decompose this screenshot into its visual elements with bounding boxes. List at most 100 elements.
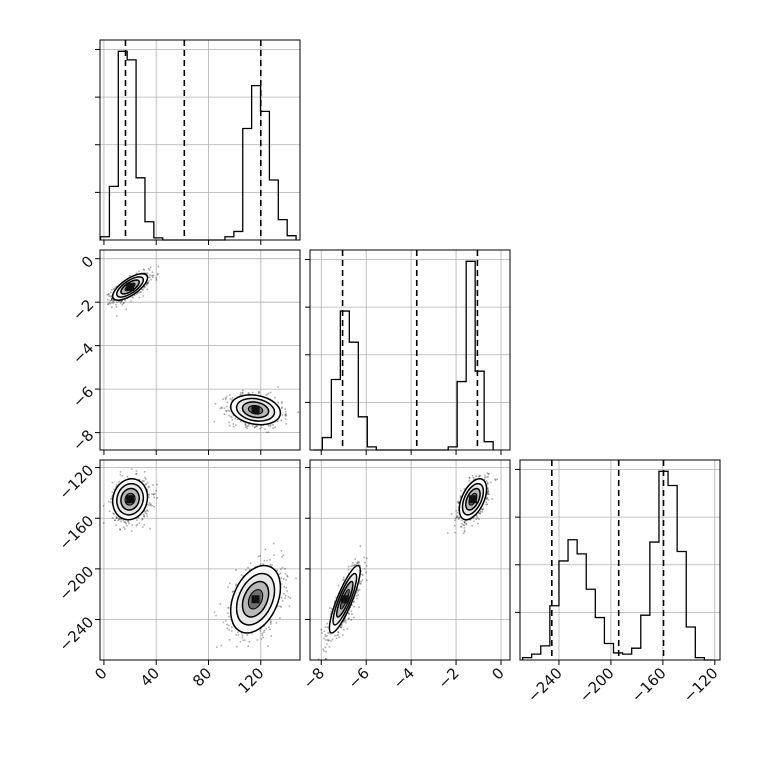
sample-point [138, 291, 141, 293]
sample-point [143, 515, 146, 517]
sample-point [216, 646, 218, 648]
sample-point [107, 303, 109, 305]
sample-point [486, 493, 488, 495]
sample-point [352, 564, 354, 567]
sample-point [112, 512, 115, 515]
sample-point [355, 591, 358, 594]
sample-point [120, 300, 122, 303]
sample-point [289, 597, 292, 599]
sample-point [242, 389, 244, 392]
sample-point [455, 510, 457, 512]
sample-point [240, 574, 243, 576]
sample-point [242, 575, 244, 577]
sample-point [317, 658, 320, 660]
sample-point [144, 483, 147, 486]
sample-point [475, 514, 478, 516]
sample-point [323, 630, 325, 632]
sample-point [256, 425, 258, 427]
sample-point [141, 480, 144, 482]
sample-point [357, 589, 359, 592]
sample-point [246, 425, 248, 428]
sample-point [133, 294, 136, 296]
sample-point [269, 391, 272, 394]
sample-point [244, 422, 247, 425]
panel-frame [309, 459, 511, 661]
sample-point [142, 287, 145, 289]
sample-point [245, 424, 247, 426]
sample-point [225, 620, 227, 622]
sample-point [114, 519, 116, 522]
sample-point [145, 513, 148, 515]
sample-point [288, 605, 291, 608]
sample-point [460, 495, 462, 497]
sample-point [111, 491, 114, 493]
sample-point [353, 605, 355, 608]
sample-point [458, 502, 460, 504]
sample-point [320, 629, 323, 631]
y-tick-label: −4 [69, 339, 97, 367]
sample-point [240, 632, 243, 635]
sample-point [136, 292, 139, 294]
sample-point [328, 631, 331, 634]
sample-point [487, 493, 490, 496]
sample-point [138, 296, 141, 299]
sample-point [463, 521, 466, 523]
sample-point [303, 541, 305, 543]
sample-point [458, 516, 460, 519]
sample-point [119, 302, 122, 304]
panel-frame [99, 249, 301, 451]
sample-point [117, 519, 119, 522]
sample-point [267, 645, 269, 647]
sample-point [488, 473, 490, 475]
sample-point [228, 615, 230, 618]
sample-point [145, 478, 147, 480]
sample-point [490, 481, 492, 484]
sample-point [149, 274, 151, 276]
sample-point [350, 565, 353, 567]
sample-point [108, 295, 110, 297]
sample-point [326, 626, 329, 628]
sample-point [269, 619, 272, 621]
sample-point [228, 639, 231, 641]
sample-point [266, 559, 268, 562]
panel-frame [99, 459, 301, 661]
sample-point [145, 510, 147, 513]
sample-point [149, 266, 152, 269]
sample-point [146, 272, 149, 274]
sample-point [347, 568, 350, 571]
sample-point [141, 518, 144, 520]
sample-point [485, 501, 488, 503]
sample-point [326, 635, 328, 637]
sample-point [111, 496, 113, 498]
sample-point [486, 486, 489, 489]
sample-point [284, 597, 286, 599]
sample-point [131, 524, 133, 526]
sample-point [464, 522, 466, 524]
sample-point [146, 488, 148, 491]
sample-point [484, 476, 486, 479]
sample-point [138, 270, 140, 273]
sample-point [329, 607, 331, 609]
sample-point [143, 269, 145, 271]
sample-point [122, 519, 125, 521]
sample-point [329, 633, 332, 635]
sample-point [453, 525, 456, 527]
sample-point [343, 620, 345, 623]
sample-point [146, 288, 149, 291]
sample-point [269, 621, 272, 624]
sample-point [244, 423, 247, 426]
y-tick-label: −8 [69, 426, 97, 454]
sample-point [486, 496, 489, 499]
sample-point [287, 596, 290, 598]
sample-point [135, 473, 137, 475]
x-tick-label: 80 [189, 664, 215, 690]
sample-point [487, 490, 490, 493]
sample-point [486, 498, 488, 500]
sample-point [351, 604, 353, 606]
sample-point [260, 426, 263, 429]
sample-point [459, 496, 462, 499]
sample-point [262, 563, 264, 565]
sample-point [328, 646, 331, 648]
scatter-panel-2-0: −120 −160 −200 −240 [56, 459, 305, 665]
sample-point [337, 633, 339, 636]
